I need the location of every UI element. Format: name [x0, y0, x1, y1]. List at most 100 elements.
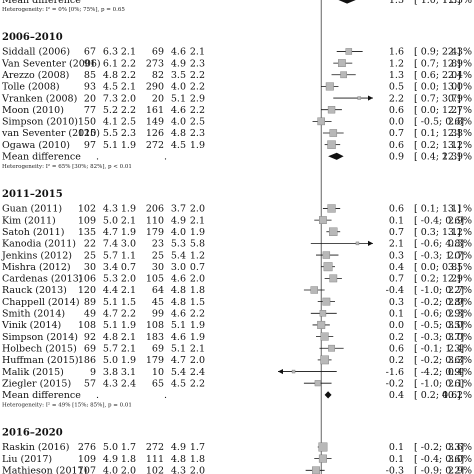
group-0-study-8-ci: [ 0.2; 1.1]	[414, 140, 461, 151]
group-1-study-7-n-treat: 120	[78, 285, 96, 296]
group-0-study-6-weight: 2.8%	[448, 117, 472, 128]
group-1-study-11-ci: [ -0.3; 0.7]	[414, 332, 464, 343]
group-1-study-8-sd-treat: 1.5	[121, 297, 136, 308]
group-1-study-12-weight-square	[328, 344, 335, 352]
group-1-study-2-sd-treat: 1.9	[121, 227, 136, 238]
group-1-summary-ci: [ 0.2; 0.6]	[414, 390, 461, 401]
group-0-study-3-n-treat: 93	[84, 82, 96, 93]
group-1-study-6-weight-square	[329, 274, 338, 283]
group-1-study-14-sd-treat: 3.1	[121, 367, 136, 378]
group-0-study-4-mean-ctrl: 5.1	[171, 93, 186, 104]
group-1-study-13-weight: 3.3%	[448, 355, 472, 366]
group-1-study-15-sd-ctrl: 2.2	[190, 378, 205, 389]
group-1-study-2-mean-treat: 4.7	[103, 227, 118, 238]
group-0-study-4-sd-treat: 2.0	[121, 93, 136, 104]
group-1-study-1-n-treat: 109	[78, 215, 96, 226]
group-1-study-9-mean-ctrl: 4.6	[171, 309, 186, 320]
group-0-summary-diamond	[328, 152, 344, 160]
group-0-study-6-name: Simpson (2010)	[2, 117, 78, 128]
group-1-summary-dot-1: .	[96, 390, 99, 401]
group-1-study-1-sd-ctrl: 2.1	[190, 215, 205, 226]
group-0-study-1-weight: 2.9%	[448, 58, 472, 69]
group-1-study-2-name: Satoh (2011)	[2, 227, 64, 238]
group-1-study-7-mean-treat: 4.4	[103, 285, 118, 296]
group-1-study-3-mean-treat: 7.4	[103, 239, 118, 250]
group-1-study-6-md: 0.7	[389, 274, 404, 285]
group-0-study-2-weight: 2.4%	[448, 70, 472, 81]
group-1-study-4-sd-ctrl: 1.2	[190, 250, 205, 261]
group-1-study-0-weight: 3.1%	[448, 204, 472, 215]
group-1-study-5-ci: [ 0.0; 0.8]	[414, 262, 461, 273]
group-0-study-1-ci: [ 0.7; 1.8]	[414, 58, 461, 69]
group-0-study-2-weight-square	[340, 71, 347, 79]
group-0-study-0-ci: [ 0.9; 2.4]	[414, 47, 461, 58]
group-1-study-0-sd-treat: 1.9	[121, 204, 136, 215]
group-0-study-2-sd-ctrl: 2.2	[190, 70, 205, 81]
group-1-study-0-ci: [ 0.1; 1.1]	[414, 204, 461, 215]
group-1-study-12-ci: [ -0.1; 1.3]	[414, 343, 464, 354]
group-2-study-2-n-ctrl: 102	[146, 466, 164, 474]
group-1-study-0-mean-treat: 4.3	[103, 204, 118, 215]
group-1-study-13-mean-ctrl: 4.7	[171, 355, 186, 366]
group-1-study-7-ci: [ -1.0; 0.2]	[414, 285, 464, 296]
group-1-study-15-md: -0.2	[386, 378, 404, 389]
group-1-study-1-sd-treat: 2.1	[121, 215, 136, 226]
group-0-study-4-n-ctrl: 20	[152, 93, 164, 104]
group-2-study-2-weight: 2.9%	[448, 466, 472, 474]
group-1-study-3-weight-square	[355, 241, 360, 246]
group-0-study-2-mean-treat: 4.8	[103, 70, 118, 81]
group-0-summary-dot-1: .	[96, 152, 99, 163]
group-2-study-2-sd-treat: 2.0	[121, 466, 136, 474]
group-1-study-8-ci: [ -0.2; 0.8]	[414, 297, 464, 308]
group-0-study-8-n-ctrl: 272	[146, 140, 164, 151]
group-1-study-2-weight: 3.2%	[448, 227, 472, 238]
group-1-study-4-mean-treat: 5.7	[103, 250, 118, 261]
top-summary-md: 1.5	[389, 0, 404, 6]
group-1-study-3-n-treat: 22	[84, 239, 96, 250]
group-1-study-10-mean-treat: 5.1	[103, 320, 118, 331]
group-0-study-2-md: 1.3	[389, 70, 404, 81]
group-1-study-14-weight-square	[291, 369, 296, 374]
group-0-study-1-n-ctrl: 273	[146, 58, 164, 69]
group-0-study-3-name: Tolle (2008)	[2, 82, 60, 93]
group-2-study-1-md: 0.1	[389, 454, 404, 465]
group-1-study-11-n-treat: 92	[84, 332, 96, 343]
group-0-study-4-mean-treat: 7.3	[103, 93, 118, 104]
group-1-study-5-name: Mishra (2012)	[2, 262, 71, 273]
group-2-study-0-name: Raskin (2016)	[2, 442, 69, 453]
group-1-study-8-mean-ctrl: 4.8	[171, 297, 186, 308]
group-0-study-8-weight-square	[327, 140, 336, 149]
group-0-study-7-weight-square	[329, 129, 338, 137]
group-0-study-5-weight-square	[327, 106, 336, 114]
group-1-study-7-weight: 2.7%	[448, 285, 472, 296]
group-0-study-7-name: van Seventer (2010)	[1, 128, 100, 139]
group-2-study-2-ci: [ -0.9; 0.2]	[414, 466, 464, 474]
group-1-study-2-ci: [ 0.3; 1.1]	[414, 227, 461, 238]
group-1-study-3-mean-ctrl: 5.3	[171, 239, 186, 250]
group-0-study-5-mean-ctrl: 4.6	[171, 105, 186, 116]
group-1-study-2-n-treat: 135	[78, 227, 96, 238]
group-1-study-2-sd-ctrl: 1.9	[190, 227, 205, 238]
group-1-study-3-sd-treat: 3.0	[121, 239, 136, 250]
group-1-study-3-ci: [ -0.6; 4.8]	[414, 239, 464, 250]
group-1-study-9-sd-ctrl: 2.2	[190, 309, 205, 320]
group-1-study-13-mean-treat: 5.0	[103, 355, 118, 366]
group-1-study-8-mean-treat: 5.1	[103, 297, 118, 308]
group-0-study-5-name: Moon (2010)	[2, 105, 64, 116]
group-2-study-2-weight-square	[312, 466, 320, 474]
top-heterogeneity: Heterogeneity: I² = 0% [0%; 75%], p = 0.…	[2, 6, 125, 13]
group-0-study-2-n-ctrl: 82	[152, 70, 164, 81]
group-0-study-8-name: Ogawa (2010)	[2, 140, 70, 151]
group-0-study-2-ci: [ 0.6; 2.0]	[414, 70, 461, 81]
group-1-study-0-name: Guan (2011)	[2, 204, 62, 215]
group-0-study-4-sd-ctrl: 2.9	[190, 93, 205, 104]
group-0-study-1-md: 1.2	[389, 58, 404, 69]
group-1-study-14-n-ctrl: 10	[152, 367, 164, 378]
group-2-study-0-md: 0.1	[389, 442, 404, 453]
group-0-study-1-n-treat: 91	[84, 58, 96, 69]
group-0-study-2-name: Arezzo (2008)	[1, 70, 69, 81]
group-1-study-8-md: 0.3	[389, 297, 404, 308]
group-0-study-1-sd-ctrl: 2.3	[190, 58, 205, 69]
group-0-study-1-name: Van Seventer (2006)	[1, 58, 101, 69]
group-1-study-14-md: -1.6	[386, 367, 404, 378]
